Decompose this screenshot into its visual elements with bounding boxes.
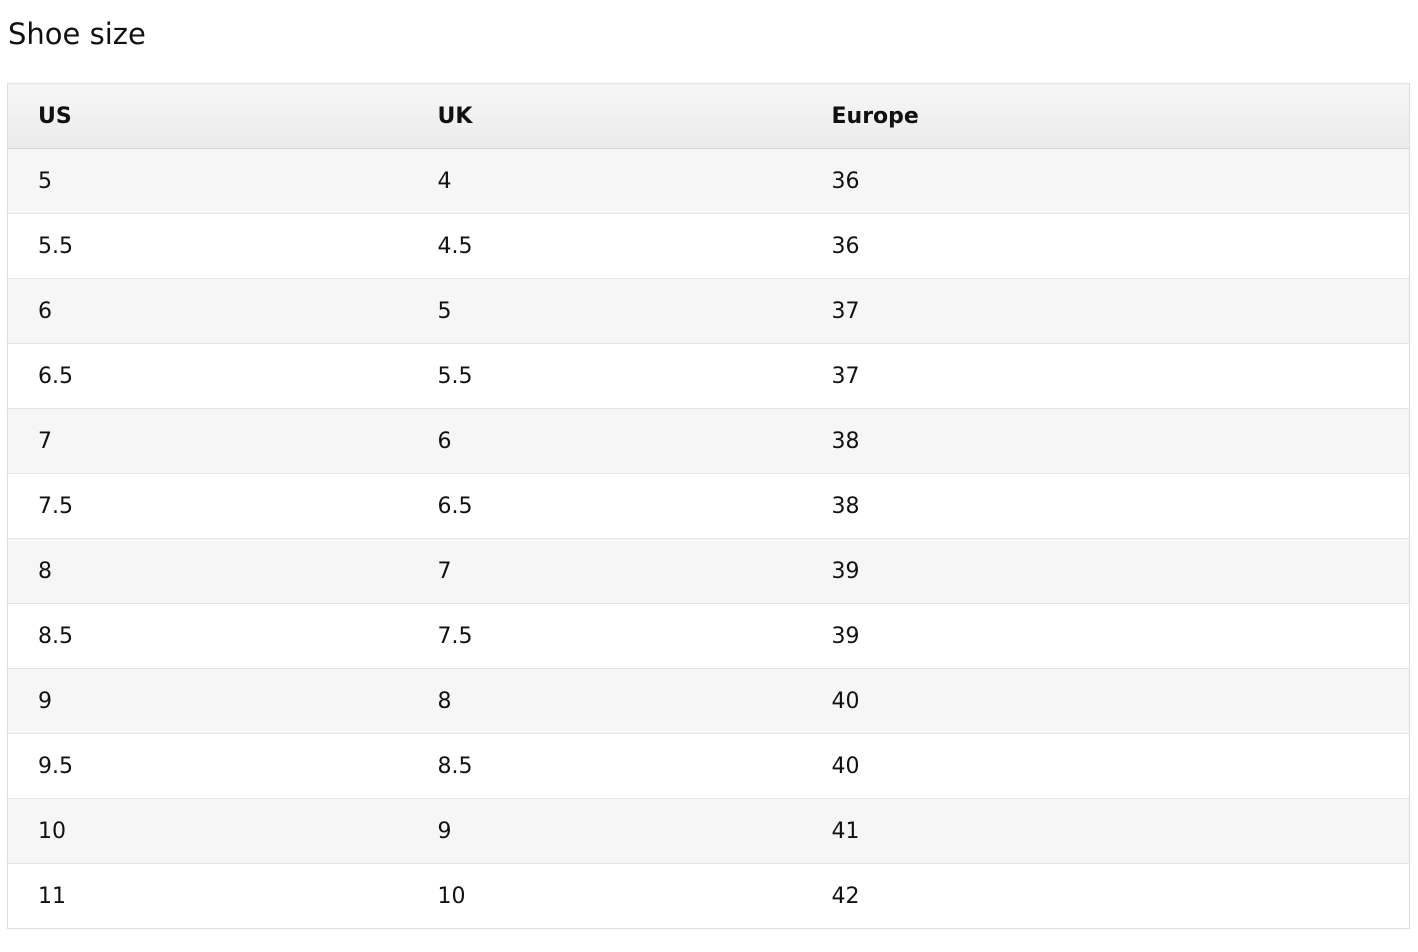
table-cell: 8	[407, 668, 802, 734]
table-row: 5 4 36	[7, 148, 1410, 214]
table-cell: 7	[407, 538, 802, 604]
table-row: 10 9 41	[7, 798, 1410, 864]
table-cell: 42	[801, 863, 1410, 929]
table-cell: 8	[7, 538, 408, 604]
table-cell: 7	[7, 408, 408, 474]
header-row: US UK Europe	[7, 83, 1410, 149]
table-row: 6 5 37	[7, 278, 1410, 344]
table-cell: 38	[801, 473, 1410, 539]
column-header: US	[7, 83, 408, 149]
table-body: 5 4 36 5.5 4.5 36 6 5 37 6.5 5.5 37 7 6 38 7.5 6.5 38 8 7 39…	[7, 148, 1410, 929]
table-row: 8 7 39	[7, 538, 1410, 604]
table-cell: 4.5	[407, 213, 802, 279]
table-cell: 8.5	[407, 733, 802, 799]
table-cell: 9.5	[7, 733, 408, 799]
table-cell: 5.5	[7, 213, 408, 279]
column-header: UK	[407, 83, 802, 149]
table-row: 9 8 40	[7, 668, 1410, 734]
size-table: US UK Europe 5 4 36 5.5 4.5 36 6 5 37 6.5 5.5 37 7 6 38 7…	[7, 83, 1410, 929]
table-cell: 9	[7, 668, 408, 734]
table-cell: 38	[801, 408, 1410, 474]
table-row: 9.5 8.5 40	[7, 733, 1410, 799]
table-cell: 10	[7, 798, 408, 864]
table-cell: 36	[801, 148, 1410, 214]
table-cell: 8.5	[7, 603, 408, 669]
table-cell: 11	[7, 863, 408, 929]
table-cell: 41	[801, 798, 1410, 864]
table-cell: 6	[7, 278, 408, 344]
table-row: 8.5 7.5 39	[7, 603, 1410, 669]
table-cell: 39	[801, 538, 1410, 604]
table-cell: 5.5	[407, 343, 802, 409]
table-cell: 40	[801, 668, 1410, 734]
column-header: Europe	[801, 83, 1410, 149]
title: Shoe size	[8, 17, 146, 51]
table-cell: 6.5	[407, 473, 802, 539]
table-cell: 40	[801, 733, 1410, 799]
table-cell: 36	[801, 213, 1410, 279]
table-cell: 10	[407, 863, 802, 929]
table-row: 7 6 38	[7, 408, 1410, 474]
table-header: US UK Europe	[7, 83, 1410, 149]
table-row: 7.5 6.5 38	[7, 473, 1410, 539]
table-row: 11 10 42	[7, 863, 1410, 929]
table-cell: 7.5	[7, 473, 408, 539]
table-cell: 7.5	[407, 603, 802, 669]
table-cell: 37	[801, 343, 1410, 409]
table-row: 6.5 5.5 37	[7, 343, 1410, 409]
table-cell: 39	[801, 603, 1410, 669]
table-row: 5.5 4.5 36	[7, 213, 1410, 279]
table-cell: 5	[407, 278, 802, 344]
table-cell: 9	[407, 798, 802, 864]
table-cell: 6	[407, 408, 802, 474]
table-cell: 5	[7, 148, 408, 214]
table-cell: 37	[801, 278, 1410, 344]
table-cell: 4	[407, 148, 802, 214]
table-cell: 6.5	[7, 343, 408, 409]
